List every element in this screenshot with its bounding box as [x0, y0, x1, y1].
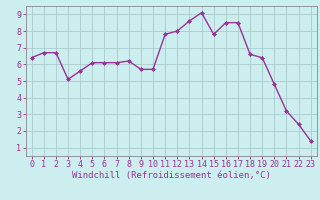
X-axis label: Windchill (Refroidissement éolien,°C): Windchill (Refroidissement éolien,°C) — [72, 171, 271, 180]
